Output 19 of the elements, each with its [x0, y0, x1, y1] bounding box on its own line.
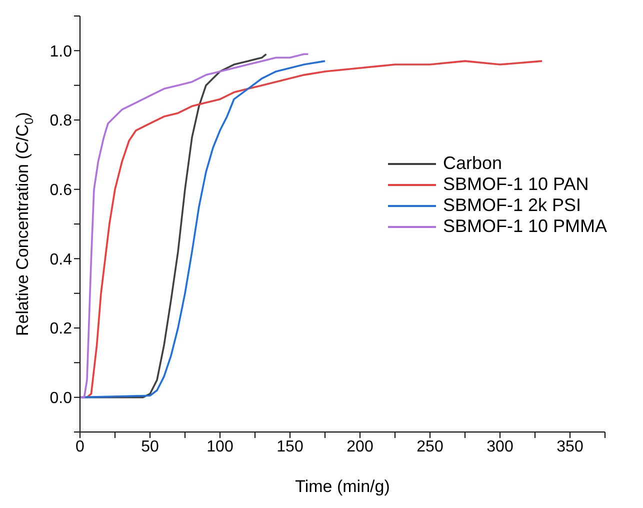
x-tick-label: 300 [486, 438, 514, 456]
x-tick-label: 200 [346, 438, 374, 456]
y-tick-label: 0.8 [50, 112, 72, 130]
y-tick-label: 0.2 [50, 320, 72, 338]
y-tick-label: 0.4 [50, 251, 72, 268]
legend-label: SBMOF-1 10 PMMA [443, 216, 608, 237]
x-axis-title: Time (min/g) [295, 477, 390, 496]
x-tick-label: 100 [206, 438, 234, 456]
y-tick-label: 1.0 [50, 43, 72, 60]
x-tick-label: 350 [556, 438, 584, 456]
y-tick-label: 0.6 [50, 182, 72, 200]
x-tick-label: 250 [416, 438, 444, 456]
x-tick-label: 50 [141, 438, 159, 456]
x-tick-label: 0 [76, 438, 85, 456]
x-tick-label: 150 [276, 438, 304, 456]
legend-label: Carbon [443, 153, 502, 174]
legend-label: SBMOF-1 2k PSI [443, 195, 582, 216]
y-tick-label: 0.0 [50, 390, 72, 408]
legend-label: SBMOF-1 10 PAN [443, 174, 589, 195]
